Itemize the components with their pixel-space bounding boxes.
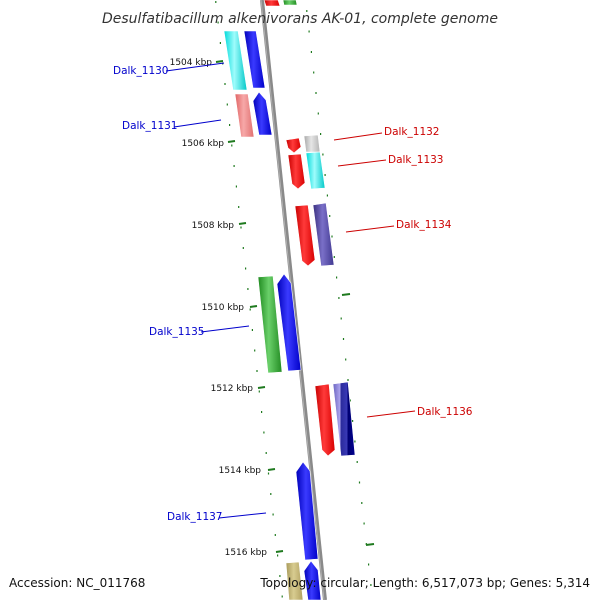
gene-arrow-red[interactable] <box>294 204 316 267</box>
accession-text: Accession: NC_011768 <box>9 576 146 590</box>
genome-title: Desulfatibacillum alkenivorans AK-01, co… <box>102 11 498 27</box>
gene-dalk-1133[interactable] <box>305 151 326 190</box>
major-tick <box>341 293 351 296</box>
major-tick <box>267 468 276 471</box>
major-ticks <box>215 60 375 553</box>
kbp-label: 1506 kbp <box>182 139 225 149</box>
genome-info-text: Topology: circular; Length: 6,517,073 bp… <box>260 576 590 590</box>
leader-line <box>333 132 383 141</box>
leader-line <box>337 159 387 167</box>
leader-line <box>165 62 225 72</box>
gene-arrow-blue[interactable] <box>243 30 266 89</box>
kbp-label: 1504 kbp <box>170 58 213 68</box>
gene-label-dalk-1132[interactable]: Dalk_1132 <box>384 126 440 138</box>
gene-arrow-red[interactable] <box>285 137 302 154</box>
gene-dalk-1134[interactable] <box>312 202 335 267</box>
major-tick <box>249 305 258 308</box>
kbp-label: 1514 kbp <box>219 466 262 476</box>
gene-label-dalk-1133[interactable]: Dalk_1133 <box>388 154 444 166</box>
major-tick <box>365 543 375 546</box>
gene-label-dalk-1137[interactable]: Dalk_1137 <box>167 511 223 523</box>
major-tick <box>238 222 247 225</box>
kbp-label: 1510 kbp <box>202 303 245 313</box>
label-leaders <box>165 62 416 519</box>
leader-line <box>345 225 395 233</box>
gene-arrow-red[interactable] <box>287 153 306 190</box>
gene-arrow-red[interactable] <box>314 383 336 457</box>
gene-dalk-1132[interactable] <box>303 134 321 153</box>
gene-label-dalk-1130[interactable]: Dalk_1130 <box>113 65 169 77</box>
major-tick <box>215 60 224 63</box>
gene-dalk-1135[interactable] <box>257 275 283 374</box>
gene-dalk-1137[interactable] <box>295 461 319 561</box>
leader-line <box>366 410 416 418</box>
gene-arrow-olive[interactable] <box>285 561 304 600</box>
major-tick <box>227 140 236 143</box>
kbp-label: 1508 kbp <box>192 221 235 231</box>
leader-line <box>200 325 250 333</box>
gene-label-dalk-1135[interactable]: Dalk_1135 <box>149 326 205 338</box>
kbp-label: 1516 kbp <box>225 548 268 558</box>
gene-arrow-blue[interactable] <box>276 273 302 372</box>
gene-arrow-red[interactable] <box>263 0 281 7</box>
gene-arrow-green[interactable] <box>282 0 298 6</box>
gene-label-dalk-1131[interactable]: Dalk_1131 <box>122 120 178 132</box>
gene-features <box>223 0 356 600</box>
genome-backbone <box>260 0 327 600</box>
kbp-label: 1512 kbp <box>211 384 254 394</box>
gene-label-dalk-1134[interactable]: Dalk_1134 <box>396 219 452 231</box>
gene-arrow-blue[interactable] <box>252 91 273 136</box>
gene-label-dalk-1136[interactable]: Dalk_1136 <box>417 406 473 418</box>
gene-dalk-1131[interactable] <box>234 93 255 138</box>
gene-dalk-1136[interactable] <box>332 381 356 457</box>
leader-line <box>173 119 222 128</box>
major-tick <box>275 550 284 553</box>
major-tick <box>257 386 266 389</box>
gene-arrow-blue[interactable] <box>303 560 322 600</box>
leader-line <box>218 512 267 519</box>
gene-dalk-1130[interactable] <box>223 30 248 91</box>
